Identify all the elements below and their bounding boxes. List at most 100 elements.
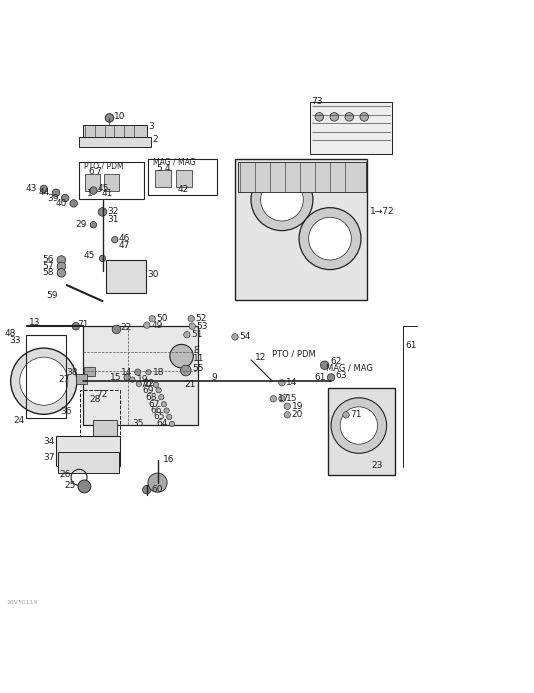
Text: 47: 47 (119, 240, 130, 249)
Text: 15: 15 (110, 373, 122, 382)
Text: 9: 9 (211, 373, 217, 382)
Bar (238, 162, 366, 192)
Text: 1: 1 (87, 188, 92, 198)
Text: 19: 19 (292, 402, 303, 411)
Text: 61: 61 (314, 373, 326, 382)
Text: 14: 14 (121, 367, 132, 376)
Circle shape (159, 394, 164, 400)
Text: 32: 32 (107, 207, 118, 216)
Text: 41: 41 (101, 188, 113, 198)
Circle shape (360, 112, 368, 121)
Circle shape (327, 374, 335, 381)
Circle shape (284, 412, 290, 418)
Text: 63: 63 (335, 371, 347, 380)
Text: 68: 68 (145, 393, 157, 402)
Bar (328, 388, 395, 475)
Text: 28: 28 (90, 396, 101, 405)
Bar (76, 374, 87, 384)
Circle shape (72, 322, 80, 330)
Text: 6: 6 (89, 168, 95, 177)
Bar (26, 335, 66, 417)
Text: PTO / PDM: PTO / PDM (84, 161, 124, 170)
Text: 16V¶0119: 16V¶0119 (6, 600, 38, 605)
Circle shape (251, 168, 313, 231)
Bar (83, 326, 198, 425)
Circle shape (309, 218, 351, 260)
Text: 19: 19 (137, 375, 148, 384)
Text: 73: 73 (311, 98, 323, 107)
Circle shape (156, 387, 161, 393)
Circle shape (184, 331, 190, 338)
Bar (310, 102, 392, 155)
Bar (83, 125, 147, 137)
Bar (155, 170, 171, 187)
Text: 65: 65 (153, 412, 165, 421)
Bar (56, 436, 120, 466)
Bar (84, 367, 95, 376)
Text: 16: 16 (163, 455, 175, 464)
Circle shape (90, 222, 97, 228)
Text: 70: 70 (140, 380, 152, 389)
Circle shape (189, 323, 195, 329)
Circle shape (188, 315, 194, 322)
Circle shape (57, 268, 66, 277)
Circle shape (169, 421, 175, 427)
Circle shape (164, 408, 169, 413)
Text: 49: 49 (151, 321, 162, 330)
Circle shape (340, 407, 378, 444)
Text: MAG / MAG: MAG / MAG (153, 158, 195, 167)
Text: 44: 44 (38, 188, 50, 198)
Text: 33: 33 (9, 335, 20, 344)
Bar (104, 174, 119, 191)
Text: 21: 21 (184, 380, 195, 389)
Circle shape (299, 208, 361, 270)
Text: 67: 67 (148, 400, 160, 409)
Circle shape (112, 325, 121, 334)
Text: 37: 37 (43, 453, 54, 462)
Text: 52: 52 (195, 314, 207, 323)
Circle shape (170, 344, 193, 368)
Text: 62: 62 (330, 357, 341, 366)
Text: 1→72: 1→72 (370, 207, 394, 216)
Circle shape (161, 401, 167, 407)
Text: 2: 2 (152, 135, 158, 144)
Circle shape (146, 369, 151, 375)
Bar (93, 420, 117, 441)
Circle shape (261, 178, 303, 221)
Text: 8: 8 (193, 346, 199, 356)
Text: 51: 51 (191, 331, 203, 340)
Bar (235, 159, 367, 300)
Circle shape (130, 377, 135, 383)
Text: 43: 43 (26, 184, 37, 193)
Circle shape (167, 414, 172, 420)
Circle shape (61, 194, 69, 202)
Text: 64: 64 (156, 419, 168, 428)
Circle shape (98, 208, 107, 216)
Text: 71: 71 (350, 410, 362, 419)
Circle shape (144, 322, 150, 328)
Text: 20: 20 (292, 410, 303, 419)
Circle shape (124, 374, 130, 380)
Circle shape (135, 369, 141, 376)
Text: 54: 54 (239, 333, 250, 342)
Text: 46: 46 (119, 234, 130, 243)
Text: PTO / PDM: PTO / PDM (272, 349, 316, 358)
Text: 3: 3 (148, 122, 154, 131)
Text: 23: 23 (371, 461, 382, 470)
Circle shape (57, 256, 66, 264)
Text: 71: 71 (77, 319, 89, 328)
Text: 36: 36 (60, 407, 72, 416)
Text: 12: 12 (255, 353, 266, 362)
Circle shape (78, 480, 91, 493)
Text: 13: 13 (29, 318, 41, 327)
Text: 4: 4 (164, 164, 170, 173)
Text: 25: 25 (65, 481, 76, 490)
Circle shape (320, 361, 329, 369)
Text: 17: 17 (278, 394, 289, 403)
Text: 11: 11 (193, 353, 205, 362)
Text: MAG / MAG: MAG / MAG (326, 364, 373, 373)
Bar (148, 159, 217, 195)
Text: 35: 35 (132, 419, 144, 428)
Circle shape (279, 396, 285, 402)
Bar (176, 170, 192, 187)
